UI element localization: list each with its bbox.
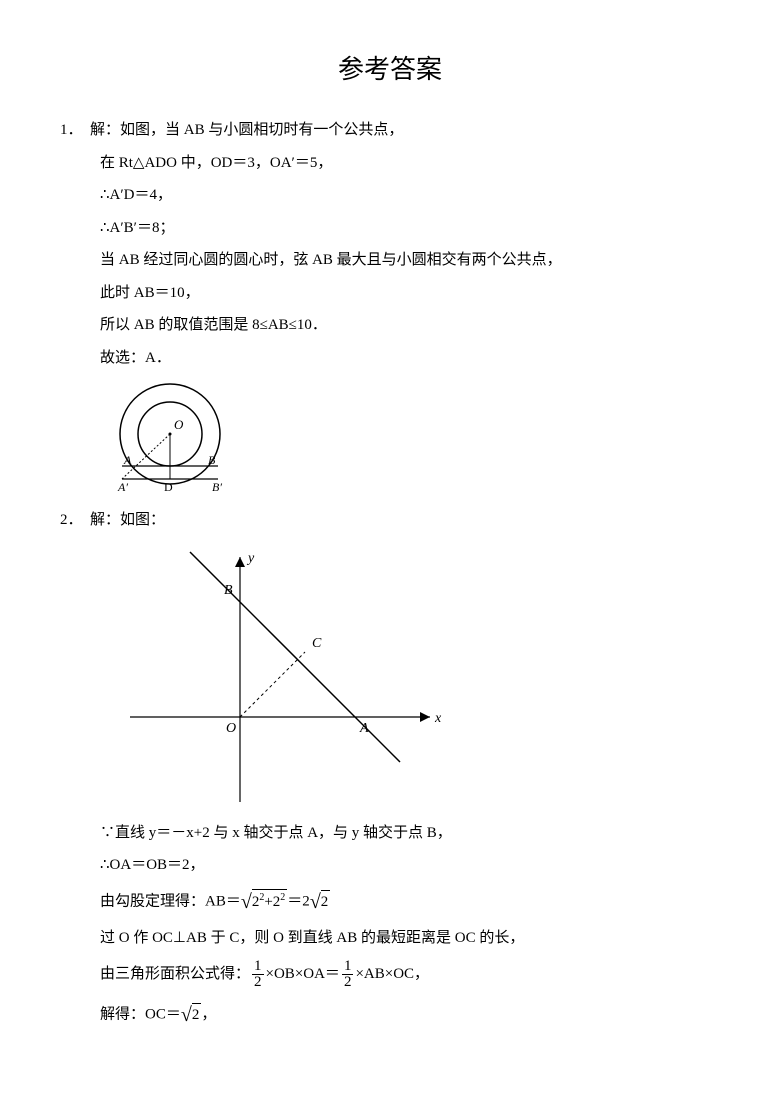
frac-half-1: 12 bbox=[252, 959, 264, 990]
q2-l6: 解得：OC＝√2， bbox=[100, 1000, 720, 1030]
q2-l0: 解：如图： bbox=[90, 512, 165, 528]
q2-l5: 由三角形面积公式得：12×OB×OA＝12×AB×OC， bbox=[100, 959, 720, 990]
q2-l4: 过 O 作 OC⊥AB 于 C，则 O 到直线 AB 的最短距离是 OC 的长， bbox=[100, 927, 720, 950]
q1-l1: 在 Rt△ADO 中，OD＝3，OA′＝5， bbox=[100, 152, 720, 175]
label-A2: A bbox=[359, 721, 369, 736]
label-O: O bbox=[174, 417, 184, 432]
q1-l2: ∴A′D＝4， bbox=[100, 184, 720, 207]
question-2: 2．解：如图： bbox=[60, 509, 720, 532]
q2-num: 2． bbox=[60, 509, 90, 532]
coordinate-diagram: y x O A B C bbox=[120, 542, 450, 812]
q2-l5c: ×AB×OC， bbox=[355, 966, 429, 982]
q2-l3a: 由勾股定理得：AB＝ bbox=[100, 893, 241, 909]
q2-l3: 由勾股定理得：AB＝√22+22＝2√2 bbox=[100, 887, 720, 917]
q1-l6: 所以 AB 的取值范围是 8≤AB≤10． bbox=[100, 314, 720, 337]
q2-l3b: ＝2 bbox=[287, 893, 310, 909]
q2-l5b: ×OB×OA＝ bbox=[266, 966, 340, 982]
label-Ap: A′ bbox=[117, 480, 128, 494]
q1-l3: ∴A′B′＝8； bbox=[100, 217, 720, 240]
question-1: 1．解：如图，当 AB 与小圆相切时有一个公共点， 在 Rt△ADO 中，OD＝… bbox=[60, 119, 720, 369]
figure-2: y x O A B C bbox=[120, 542, 720, 812]
label-A: A bbox=[123, 453, 132, 467]
label-B: B bbox=[208, 453, 216, 467]
q1-l5: 此时 AB＝10， bbox=[100, 282, 720, 305]
concentric-circles-diagram: O A B A′ B′ D bbox=[100, 379, 250, 499]
page-title: 参考答案 bbox=[60, 50, 720, 89]
sqrt-2b: √2 bbox=[181, 1000, 201, 1030]
sqrt-expr-1: √22+22 bbox=[241, 887, 287, 917]
label-C2: C bbox=[312, 636, 322, 651]
frac-half-2: 12 bbox=[342, 959, 354, 990]
label-Bp: B′ bbox=[212, 480, 222, 494]
q1-l0: 解：如图，当 AB 与小圆相切时有一个公共点， bbox=[90, 122, 403, 138]
label-D: D bbox=[164, 480, 173, 494]
sqrt-2a: √2 bbox=[310, 887, 330, 917]
figure-1: O A B A′ B′ D bbox=[100, 379, 720, 499]
q1-l4: 当 AB 经过同心圆的圆心时，弦 AB 最大且与小圆相交有两个公共点， bbox=[100, 249, 720, 272]
label-y: y bbox=[246, 551, 255, 566]
q2-l5a: 由三角形面积公式得： bbox=[100, 966, 250, 982]
q2-l1: ∵直线 y＝－x+2 与 x 轴交于点 A，与 y 轴交于点 B， bbox=[100, 822, 720, 845]
q2-l2: ∴OA＝OB＝2， bbox=[100, 854, 720, 877]
label-B2: B bbox=[224, 583, 233, 598]
label-O2: O bbox=[226, 721, 236, 736]
q2-l6b: ， bbox=[201, 1006, 216, 1022]
q1-l7: 故选：A． bbox=[100, 347, 720, 370]
q1-num: 1． bbox=[60, 119, 90, 142]
label-x: x bbox=[434, 711, 442, 726]
q2-l6a: 解得：OC＝ bbox=[100, 1006, 181, 1022]
